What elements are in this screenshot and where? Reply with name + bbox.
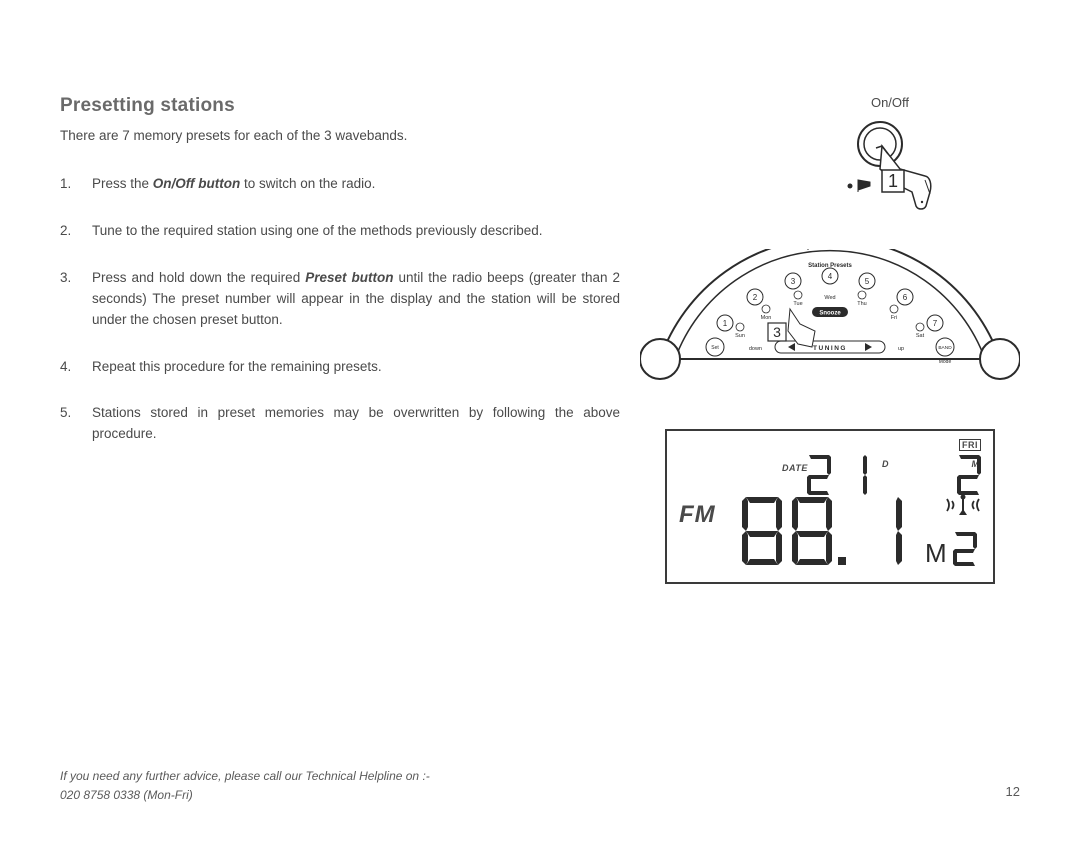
svg-text:6: 6 xyxy=(903,293,908,302)
step-2: Tune to the required station using one o… xyxy=(92,221,620,242)
lcd-date-label: DATE xyxy=(782,463,808,473)
footer-line1: If you need any further advice, please c… xyxy=(60,767,1020,786)
svg-text:Set: Set xyxy=(711,345,719,351)
svg-text:2: 2 xyxy=(753,293,758,302)
svg-text:up: up xyxy=(898,346,904,352)
svg-text:Fri: Fri xyxy=(891,315,897,321)
svg-text:1: 1 xyxy=(723,319,728,328)
svg-text:down: down xyxy=(749,346,762,352)
svg-text:Mode: Mode xyxy=(939,359,952,365)
svg-text:Sun: Sun xyxy=(735,333,745,339)
arch-panel: Station Presets 1 2 3 4 5 6 7 Sun Mon Tu… xyxy=(640,249,1020,389)
lcd-memory: M xyxy=(923,530,981,570)
lcd-band: FM xyxy=(679,501,716,529)
onoff-svg: 1 xyxy=(830,114,950,214)
step-3: Press and hold down the required Preset … xyxy=(92,268,620,331)
lcd-day-indicator: FRI xyxy=(959,439,981,451)
signal-icon xyxy=(945,491,981,519)
illustration-column: On/Off 1 Station Presets xyxy=(640,95,1020,584)
svg-text:Wed: Wed xyxy=(824,295,835,301)
svg-text:3: 3 xyxy=(773,324,781,340)
footer-line2: 020 8758 0338 (Mon-Fri) xyxy=(60,786,1020,805)
svg-text:4: 4 xyxy=(828,272,833,281)
text-column: Presetting stations There are 7 memory p… xyxy=(60,95,620,471)
footer: If you need any further advice, please c… xyxy=(60,767,1020,805)
svg-text:M: M xyxy=(925,538,947,568)
step-1: Press the On/Off button to switch on the… xyxy=(92,174,620,195)
lcd-display: FRI DATE D M FM xyxy=(665,429,995,584)
step-5: Stations stored in preset memories may b… xyxy=(92,403,620,445)
page-title: Presetting stations xyxy=(60,95,620,117)
svg-text:TUNING: TUNING xyxy=(813,345,847,352)
svg-text:Snooze: Snooze xyxy=(819,311,841,317)
onoff-stepnum: 1 xyxy=(888,171,898,191)
onoff-label: On/Off xyxy=(760,95,1020,110)
svg-text:3: 3 xyxy=(791,277,796,286)
svg-text:Mon: Mon xyxy=(761,315,772,321)
svg-text:Tue: Tue xyxy=(793,301,802,307)
svg-text:7: 7 xyxy=(933,319,938,328)
lcd-freq-digits xyxy=(742,493,932,571)
step-4: Repeat this procedure for the remaining … xyxy=(92,357,620,378)
onoff-illustration: On/Off 1 xyxy=(760,95,1020,219)
page-number: 12 xyxy=(1006,782,1020,803)
intro-text: There are 7 memory presets for each of t… xyxy=(60,127,620,146)
svg-text:BAND: BAND xyxy=(938,345,952,351)
svg-text:Thu: Thu xyxy=(857,301,866,307)
steps-list: Press the On/Off button to switch on the… xyxy=(60,174,620,445)
svg-text:Sat: Sat xyxy=(916,333,925,339)
svg-text:5: 5 xyxy=(865,277,870,286)
